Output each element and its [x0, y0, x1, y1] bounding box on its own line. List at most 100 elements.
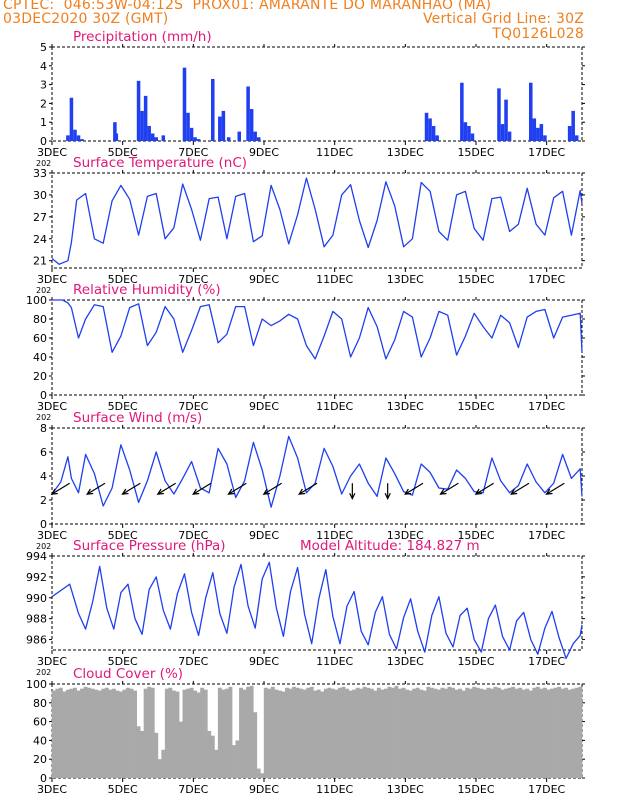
- cloud-bar: [362, 686, 367, 778]
- cloud-bar: [270, 686, 275, 778]
- cloud-bar: [327, 687, 332, 778]
- cloud-bar: [398, 688, 402, 778]
- y-tick-label: 0: [40, 389, 47, 402]
- cloud-bar: [274, 689, 279, 778]
- cloud-bar: [235, 740, 240, 778]
- panel-title: Surface Temperature (nC): [73, 155, 247, 171]
- y-tick-label: 33: [33, 167, 47, 180]
- cloud-bar: [277, 690, 282, 778]
- cloud-bar: [239, 687, 243, 778]
- cloud-bar: [504, 688, 508, 778]
- cloud-bar: [203, 689, 208, 778]
- cloud-bar: [383, 688, 388, 778]
- cloud-bar: [564, 687, 569, 778]
- panel-title: Relative Humidity (%): [73, 282, 221, 298]
- x-tick-label: 17DEC: [528, 273, 565, 286]
- x-tick-label: 15DEC: [457, 273, 494, 286]
- x-tick-label: 3DEC: [37, 400, 67, 413]
- wind-vector: [404, 482, 424, 495]
- wind-vector: [440, 482, 459, 495]
- wind-vector: [157, 482, 176, 495]
- cloud-bar: [422, 690, 427, 778]
- cloud-bar: [571, 688, 576, 778]
- precip-bar: [536, 127, 540, 141]
- wind-vector: [475, 482, 494, 495]
- cloud-bar: [147, 686, 152, 778]
- panel-wind: 0 2 4 6 8 3DEC 5DEC 7DEC 9DEC 11DEC 13DEC 15DEC 17DE…: [36, 410, 585, 551]
- cloud-bar: [143, 688, 148, 778]
- x-tick-label: 7DEC: [178, 529, 208, 542]
- cloud-bar: [260, 773, 265, 778]
- precip-bar: [507, 131, 512, 141]
- precip-bar: [529, 82, 533, 141]
- precip-bar: [431, 125, 436, 141]
- cloud-bar: [58, 687, 63, 778]
- cloud-bar: [444, 688, 448, 778]
- cloud-bar: [299, 688, 304, 778]
- y-tick-label: 6: [40, 446, 47, 459]
- precip-bar: [218, 116, 222, 141]
- wind-vector: [122, 482, 141, 495]
- panel-title: Surface Wind (m/s): [73, 410, 202, 426]
- precip-bar: [154, 137, 158, 141]
- precip-bar: [189, 127, 194, 141]
- x-tick-label: 9DEC: [249, 783, 279, 796]
- cloud-bar: [94, 689, 99, 778]
- cloud-bar: [451, 687, 455, 778]
- panel-cloud: 0 20 40 60 80 100 3DEC 5DEC 7DEC 9DEC 11DEC 13DEC 15…: [26, 666, 585, 796]
- x-tick-label: 7DEC: [178, 273, 208, 286]
- y-tick-label: 100: [26, 294, 47, 307]
- y-tick-label: 21: [33, 255, 47, 268]
- y-tick-label: 994: [26, 550, 47, 563]
- cloud-bar: [292, 686, 296, 778]
- cloud-bar: [500, 689, 505, 778]
- x-tick-label: 3DEC: [37, 529, 67, 542]
- x-tick-label: 5DEC: [108, 655, 138, 668]
- cloud-bar: [482, 689, 487, 778]
- precip-bar: [249, 109, 254, 141]
- cloud-bar: [535, 686, 540, 778]
- cloud-bar: [394, 685, 399, 778]
- panel-temp: 21 24 27 30 33 3DEC 5DEC 7DEC 9DEC 11DEC 13DEC 15DE…: [33, 155, 585, 295]
- cloud-bar: [80, 688, 84, 778]
- wind-vector: [51, 482, 70, 495]
- wind-vector-head: [545, 488, 553, 495]
- cloud-bar: [111, 688, 116, 778]
- cloud-bar: [546, 689, 551, 778]
- cloud-bar: [196, 692, 201, 778]
- cloud-bar: [65, 689, 70, 778]
- cloud-bar: [465, 687, 470, 778]
- cloud-bar: [249, 685, 254, 778]
- wind-vector: [86, 482, 106, 495]
- cloud-bar: [182, 689, 187, 778]
- cloud-bar: [228, 686, 233, 778]
- cloud-bar: [532, 687, 537, 778]
- cloud-bar: [341, 686, 346, 778]
- x-tick-label: 17DEC: [528, 400, 565, 413]
- header-date-line: 03DEC2020 30Z (GMT): [3, 11, 169, 27]
- cloud-bar: [256, 768, 261, 778]
- cloud-bar: [369, 688, 374, 778]
- x-tick-label: 13DEC: [387, 655, 424, 668]
- precip-bar: [80, 139, 84, 141]
- cloud-bar: [69, 688, 74, 778]
- cloud-bar: [366, 687, 371, 778]
- x-tick-label: 9DEC: [249, 655, 279, 668]
- precip-bar: [226, 137, 231, 141]
- y-tick-label: 60: [33, 716, 47, 729]
- x-tick-label: 3DEC: [37, 655, 67, 668]
- cloud-bar: [539, 688, 544, 778]
- wind-vector-head: [474, 488, 482, 495]
- x-tick-label: 17DEC: [528, 655, 565, 668]
- precip-bar: [543, 135, 547, 141]
- y-tick-label: 1: [40, 116, 47, 129]
- cloud-bar: [574, 687, 579, 778]
- precip-bar: [532, 118, 537, 141]
- cloud-bar: [489, 688, 494, 778]
- y-tick-label: 0: [40, 772, 47, 785]
- cloud-bar: [560, 688, 565, 778]
- x-tick-label: 5DEC: [108, 400, 138, 413]
- cloud-bar: [345, 688, 349, 778]
- cloud-bar: [108, 689, 113, 778]
- header-station-line: CPTEC: 046:53W-04:12S PROX01: AMARANTE D…: [3, 0, 492, 13]
